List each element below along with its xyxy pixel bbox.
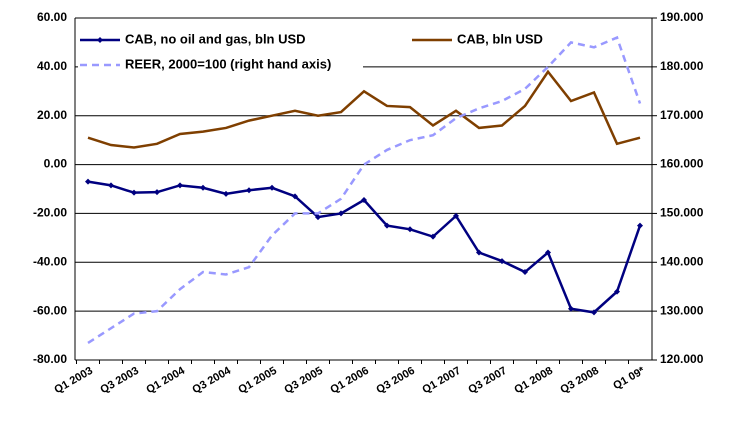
point — [200, 184, 206, 191]
point — [223, 190, 229, 197]
point — [614, 288, 620, 295]
y2-tick-label: 130.000 — [660, 303, 704, 317]
x-tick-label: Q3 2003 — [98, 365, 141, 396]
legend-bg — [78, 55, 363, 75]
x-tick-label: Q1 2006 — [328, 365, 371, 396]
x-tick-label: Q3 2007 — [466, 365, 509, 396]
legend-bg — [78, 30, 333, 50]
y2-tick-label: 160.000 — [660, 157, 704, 171]
point — [637, 222, 643, 229]
legend-bg — [410, 30, 545, 50]
legend-label: CAB, no oil and gas, bln USD — [125, 31, 306, 46]
point — [568, 305, 574, 312]
point — [361, 196, 367, 203]
x-tick-label: Q1 2003 — [52, 365, 95, 396]
x-tick-label: Q1 2008 — [512, 365, 555, 396]
y-tick-label: -80.00 — [33, 352, 67, 366]
y2-tick-label: 120.000 — [660, 352, 704, 366]
x-tick-label: Q1 2004 — [144, 364, 187, 396]
y2-tick-label: 190.000 — [660, 10, 704, 24]
x-tick-label: Q3 2008 — [558, 365, 601, 396]
y-tick-label: 0.00 — [44, 157, 68, 171]
point — [292, 193, 298, 200]
point — [131, 189, 137, 196]
y-tick-label: 20.00 — [37, 108, 67, 122]
legend-label: CAB, bln USD — [457, 31, 543, 46]
y2-tick-label: 140.000 — [660, 254, 704, 268]
point — [453, 212, 459, 219]
y2-tick-label: 150.000 — [660, 206, 704, 220]
y2-tick-label: 170.000 — [660, 108, 704, 122]
point — [177, 182, 183, 189]
legend-label: REER, 2000=100 (right hand axis) — [125, 56, 331, 71]
x-tick-label: Q1 09* — [611, 364, 647, 392]
series-line — [87, 69, 641, 149]
y-tick-label: -60.00 — [33, 303, 67, 317]
y-tick-label: 40.00 — [37, 59, 67, 73]
y2-tick-label: 180.000 — [660, 59, 704, 73]
point — [315, 214, 321, 221]
point — [338, 210, 344, 217]
point — [545, 249, 551, 256]
point — [591, 309, 597, 316]
y-tick-label: 60.00 — [37, 10, 67, 24]
x-tick-label: Q1 2007 — [420, 365, 463, 396]
legend-marker — [97, 37, 103, 43]
x-tick-label: Q1 2005 — [236, 365, 279, 396]
point — [476, 249, 482, 256]
y-tick-label: -20.00 — [33, 206, 67, 220]
x-tick-label: Q3 2006 — [374, 365, 417, 396]
series-line — [87, 35, 642, 344]
x-tick-label: Q3 2004 — [190, 364, 233, 396]
point — [246, 187, 252, 194]
point — [499, 258, 505, 265]
x-tick-label: Q3 2005 — [282, 365, 325, 396]
y-tick-label: -40.00 — [33, 254, 67, 268]
point — [384, 222, 390, 229]
point — [407, 226, 413, 233]
point — [269, 184, 275, 191]
point — [522, 269, 528, 276]
point — [154, 189, 160, 196]
point — [108, 182, 114, 189]
point — [430, 233, 436, 240]
point — [85, 178, 91, 185]
